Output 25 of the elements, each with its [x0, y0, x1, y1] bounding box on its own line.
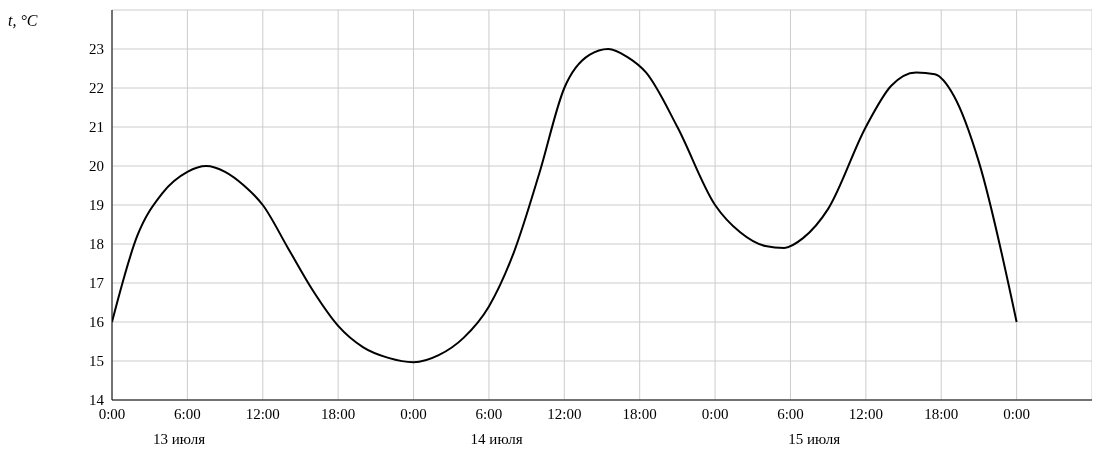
x-tick-label: 6:00 — [777, 405, 804, 422]
x-tick-label: 18:00 — [622, 405, 657, 422]
x-tick-label: 6:00 — [475, 405, 503, 422]
y-axis-title: t, °C — [8, 12, 38, 30]
x-tick-label: 12:00 — [547, 405, 582, 422]
x-tick-label: 0:00 — [701, 405, 729, 422]
text: 14 июля — [469, 431, 524, 448]
y-tick-label: 15 — [89, 353, 104, 370]
x-tick-label: 0:00 — [400, 405, 427, 422]
y-tick-label: 16 — [89, 314, 105, 331]
y-tick-label: 23 — [89, 41, 104, 58]
y-tick-label: 17 — [89, 275, 105, 292]
x-tick-label: 18:00 — [321, 405, 356, 422]
y-tick-label: 22 — [89, 80, 104, 97]
y-tick-label: 18 — [89, 236, 104, 253]
y-tick-label: 21 — [89, 119, 104, 136]
text: 15 июля — [787, 431, 842, 448]
x-tick-label: 0:00 — [1003, 405, 1030, 422]
x-tick-label: 18:00 — [924, 405, 959, 422]
x-tick-label: 12:00 — [245, 405, 280, 422]
x-tick-label: 6:00 — [174, 405, 201, 422]
text: 13 июля — [152, 431, 207, 448]
y-tick-label: 19 — [89, 197, 104, 214]
y-tick-label: 20 — [89, 158, 104, 175]
x-tick-label: 12:00 — [848, 405, 883, 422]
